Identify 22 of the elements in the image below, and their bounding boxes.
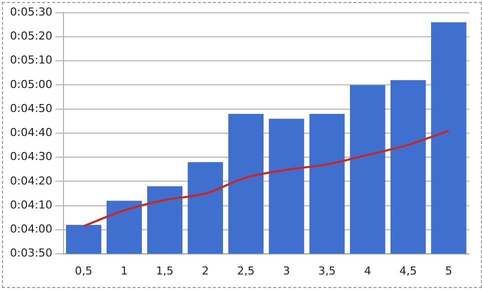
y-tick-label: 0:04:20 [10,174,52,188]
y-tick-label: 0:04:30 [10,150,52,164]
y-tick-label: 0:04:00 [10,222,52,236]
y-tick-label: 0:04:10 [10,198,52,212]
y-tick-label: 0:05:00 [10,78,52,91]
y-tick-label: 0:05:20 [10,30,52,43]
x-tick-label: 2,5 [237,264,255,278]
y-tick-label: 0:03:50 [10,246,52,260]
line-series [82,130,450,228]
x-tick-label: 5 [445,264,452,278]
x-tick-label: 3 [282,264,290,278]
x-tick-label: 1 [120,264,128,278]
y-tick-label: 0:05:30 [10,5,52,18]
x-tick-label: 2 [202,264,209,278]
x-tick-label: 0,5 [74,264,92,278]
y-tick-label: 0:05:10 [10,54,52,67]
y-tick-label: 0:04:40 [10,126,52,140]
x-tick-label: 3,5 [318,264,336,278]
y-tick-label: 0:04:50 [10,102,52,115]
x-tick-label: 4 [364,264,372,278]
x-tick-label: 4,5 [399,264,417,278]
x-tick-label: 1,5 [156,264,174,278]
